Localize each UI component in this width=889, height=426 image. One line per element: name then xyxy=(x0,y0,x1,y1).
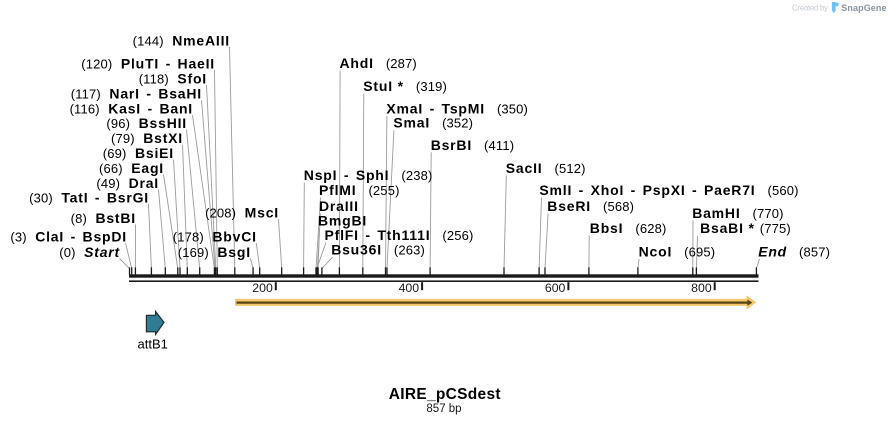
svg-text:NspI-SphI(238): NspI - SphI (238) xyxy=(304,167,433,183)
svg-text:(0)Start: (0) Start xyxy=(59,244,120,260)
svg-text:(118)SfoI: (118) SfoI xyxy=(139,71,207,87)
svg-text:BamHI(770): BamHI (770) xyxy=(692,205,783,221)
svg-text:400: 400 xyxy=(399,281,420,295)
svg-text:SacII(512): SacII (512) xyxy=(506,160,586,176)
svg-text:(178)BbvCI: (178) BbvCI xyxy=(173,229,257,245)
svg-text:BsrBI(411): BsrBI (411) xyxy=(431,137,515,153)
svg-text:End(857): End (857) xyxy=(758,244,830,260)
svg-text:800: 800 xyxy=(691,281,712,295)
svg-text:(144)NmeAIII: (144) NmeAIII xyxy=(133,33,230,49)
svg-text:600: 600 xyxy=(545,281,566,295)
svg-text:(8)BstBI: (8) BstBI xyxy=(71,210,136,226)
svg-text:attB1: attB1 xyxy=(138,337,168,352)
svg-text:(79)BstXI: (79) BstXI xyxy=(111,130,183,146)
svg-text:StuI *(319): StuI * (319) xyxy=(363,78,447,94)
svg-text:PflMI(255): PflMI (255) xyxy=(319,182,400,198)
svg-text:(117)NarI-BsaHI: (117) NarI - BsaHI xyxy=(71,86,202,102)
svg-text:Bsu36I(263): Bsu36I (263) xyxy=(331,242,425,258)
svg-text:(96)BssHII: (96) BssHII xyxy=(106,115,187,131)
svg-text:BsaBI *(775): BsaBI * (775) xyxy=(700,220,791,236)
svg-text:DraIII: DraIII xyxy=(319,198,359,214)
svg-text:(120)PluTI-HaeII: (120) PluTI - HaeII xyxy=(81,56,215,72)
svg-text:SmlI-XhoI-PspXI-PaeR7I(560): SmlI - XhoI - PspXI - PaeR7I (560) xyxy=(539,182,798,198)
svg-text:XmaI-TspMI(350): XmaI - TspMI (350) xyxy=(386,100,528,116)
svg-text:(69)BsiEI: (69) BsiEI xyxy=(103,145,174,161)
svg-text:(66)EagI: (66) EagI xyxy=(99,160,164,176)
svg-text:AhdI(287): AhdI (287) xyxy=(340,55,417,71)
svg-text:AIRE_pCSdest: AIRE_pCSdest xyxy=(389,386,501,403)
svg-text:(30)TatI-BsrGI: (30) TatI - BsrGI xyxy=(29,190,149,206)
svg-text:SnapGene: SnapGene xyxy=(841,3,886,13)
svg-text:(49)DraI: (49) DraI xyxy=(96,175,159,191)
svg-text:(3)ClaI-BspDI: (3) ClaI - BspDI xyxy=(10,229,127,245)
svg-text:Created by: Created by xyxy=(792,4,828,13)
svg-text:(208)MscI: (208) MscI xyxy=(205,205,279,221)
svg-text:BseRI(568): BseRI (568) xyxy=(547,198,634,214)
svg-text:BbsI(628): BbsI (628) xyxy=(590,220,667,236)
svg-text:NcoI(695): NcoI (695) xyxy=(639,244,716,260)
svg-text:(169)BsgI: (169) BsgI xyxy=(178,244,251,260)
svg-text:(116)KasI-BanI: (116) KasI - BanI xyxy=(70,101,193,117)
svg-text:200: 200 xyxy=(252,281,273,295)
svg-text:SmaI(352): SmaI (352) xyxy=(393,115,473,131)
svg-text:857 bp: 857 bp xyxy=(426,403,461,415)
svg-text:PflFI-Tth111I(256): PflFI - Tth111I (256) xyxy=(325,227,474,243)
svg-text:BmgBI: BmgBI xyxy=(318,213,367,229)
